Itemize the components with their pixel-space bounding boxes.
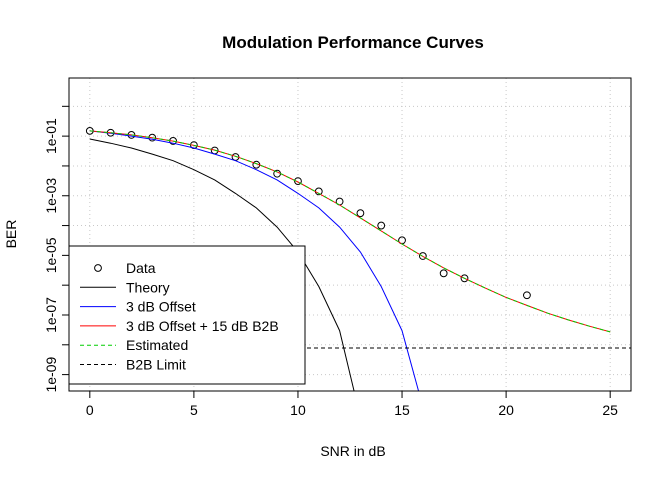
legend-label-5: B2B Limit: [126, 357, 186, 373]
y-tick-label-4: 1e-09: [43, 356, 59, 392]
series-theory-line: [89, 138, 355, 391]
x-tick-label-2: 10: [290, 402, 306, 418]
series-data: [85, 126, 531, 300]
legend-label-4: Estimated: [126, 337, 188, 353]
x-axis-label: SNR in dB: [320, 443, 385, 459]
data-point-17: [439, 269, 448, 278]
y-tick-label-2: 1e-05: [43, 237, 59, 273]
legend-label-0: Data: [126, 260, 156, 276]
x-tick-label-0: 0: [86, 402, 94, 418]
data-point-19: [523, 291, 531, 300]
legend: Data Theory 3 dB Offset 3 dB Offset + 15 dB…: [68, 245, 306, 385]
data-point-14: [377, 221, 386, 230]
legend-label-3: 3 dB Offset + 15 dB B2B: [126, 318, 279, 334]
y-tick-label-0: 1e-01: [43, 118, 59, 154]
legend-box: [68, 245, 306, 385]
data-point-16: [418, 252, 427, 260]
x-tick-label-4: 20: [498, 402, 514, 418]
y-tick-label-1: 1e-03: [43, 178, 59, 214]
data-point-18: [460, 274, 469, 283]
legend-label-2: 3 dB Offset: [126, 299, 196, 315]
x-tick-label-1: 5: [190, 402, 198, 418]
x-tick-label-3: 15: [394, 402, 410, 418]
data-point-13: [356, 209, 365, 218]
x-axis: 0 5 10 15 20 25: [86, 390, 618, 418]
y-tick-label-3: 1e-07: [43, 297, 59, 333]
legend-label-1: Theory: [126, 279, 170, 295]
x-tick-label-5: 25: [602, 402, 618, 418]
y-axis-label: BER: [3, 220, 19, 249]
data-point-10: [294, 177, 302, 186]
chart-title: Modulation Performance Curves: [222, 33, 484, 52]
legend-key-data: [94, 264, 102, 272]
series-3-db-offset-line: [89, 130, 420, 391]
series-estimated-line: [89, 130, 611, 333]
